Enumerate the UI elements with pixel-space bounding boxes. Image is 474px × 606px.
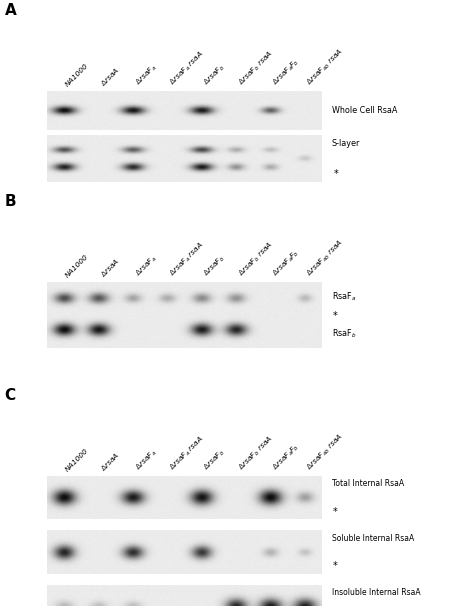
- Text: $\Delta$rsaF$_a$ rsaA: $\Delta$rsaF$_a$ rsaA: [168, 239, 207, 279]
- Text: Soluble Internal RsaA: Soluble Internal RsaA: [332, 534, 414, 543]
- Text: $\Delta$rsaF$_a$: $\Delta$rsaF$_a$: [133, 62, 159, 88]
- Text: $\Delta$rsaF$_b$: $\Delta$rsaF$_b$: [202, 253, 228, 279]
- Text: $\Delta$rsaF$_a$F$_b$: $\Delta$rsaF$_a$F$_b$: [271, 441, 302, 473]
- Text: C: C: [5, 388, 16, 403]
- Text: $\Delta$rsaF$_b$: $\Delta$rsaF$_b$: [202, 447, 228, 473]
- Text: *: *: [334, 168, 339, 179]
- Text: $\Delta$rsaF$_{ab}$ rsaA: $\Delta$rsaF$_{ab}$ rsaA: [305, 431, 346, 473]
- Text: RsaF$_a$: RsaF$_a$: [332, 290, 356, 303]
- Text: NA1000: NA1000: [64, 62, 90, 88]
- Text: *: *: [333, 311, 338, 321]
- Text: $\Delta$rsaF$_b$: $\Delta$rsaF$_b$: [202, 62, 228, 88]
- Text: RsaF$_b$: RsaF$_b$: [332, 327, 356, 340]
- Text: $\Delta$rsaF$_b$ rsaA: $\Delta$rsaF$_b$ rsaA: [237, 239, 275, 279]
- Text: B: B: [5, 194, 17, 209]
- Text: A: A: [5, 3, 17, 18]
- Text: $\Delta$rsaF$_a$: $\Delta$rsaF$_a$: [133, 447, 159, 473]
- Text: $\Delta$rsaF$_a$: $\Delta$rsaF$_a$: [133, 253, 159, 279]
- Text: $\Delta$rsaF$_a$ rsaA: $\Delta$rsaF$_a$ rsaA: [168, 48, 207, 88]
- Text: S-layer: S-layer: [332, 139, 360, 148]
- Text: $\Delta$rsaA: $\Delta$rsaA: [99, 450, 122, 473]
- Text: *: *: [333, 507, 338, 517]
- Text: $\Delta$rsaF$_{ab}$ rsaA: $\Delta$rsaF$_{ab}$ rsaA: [305, 47, 346, 88]
- Text: $\Delta$rsaF$_b$ rsaA: $\Delta$rsaF$_b$ rsaA: [237, 48, 275, 88]
- Text: Total Internal RsaA: Total Internal RsaA: [332, 479, 404, 488]
- Text: $\Delta$rsaF$_a$F$_b$: $\Delta$rsaF$_a$F$_b$: [271, 56, 302, 88]
- Text: NA1000: NA1000: [64, 253, 90, 279]
- Text: $\Delta$rsaA: $\Delta$rsaA: [99, 256, 122, 279]
- Text: NA1000: NA1000: [64, 447, 90, 473]
- Text: $\Delta$rsaF$_{ab}$ rsaA: $\Delta$rsaF$_{ab}$ rsaA: [305, 238, 346, 279]
- Text: $\Delta$rsaF$_a$F$_b$: $\Delta$rsaF$_a$F$_b$: [271, 247, 302, 279]
- Text: Insoluble Internal RsaA: Insoluble Internal RsaA: [332, 588, 420, 598]
- Text: $\Delta$rsaA: $\Delta$rsaA: [99, 65, 122, 88]
- Text: Whole Cell RsaA: Whole Cell RsaA: [332, 106, 397, 115]
- Text: *: *: [333, 561, 338, 571]
- Text: $\Delta$rsaF$_a$ rsaA: $\Delta$rsaF$_a$ rsaA: [168, 433, 207, 473]
- Text: $\Delta$rsaF$_b$ rsaA: $\Delta$rsaF$_b$ rsaA: [237, 433, 275, 473]
